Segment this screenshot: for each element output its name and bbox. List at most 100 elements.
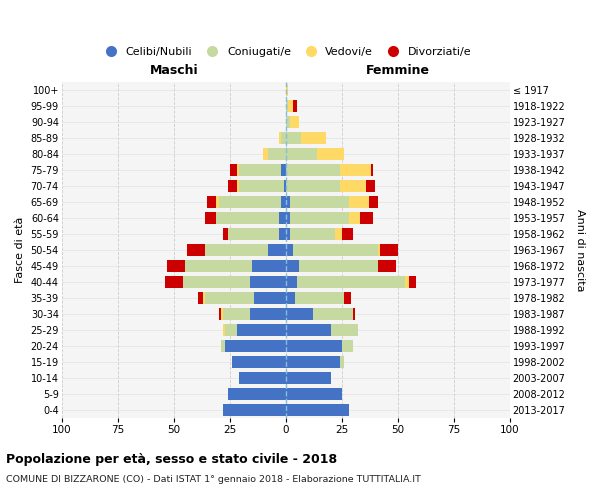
Bar (313, 308, 353, 320)
Y-axis label: Fasce di età: Fasce di età (15, 217, 25, 283)
Bar (301, 132, 326, 144)
Bar (293, 100, 297, 112)
Bar (286, 84, 288, 96)
Bar (286, 180, 340, 192)
Bar (250, 308, 286, 320)
Bar (281, 196, 286, 208)
Legend: Celibi/Nubili, Coniugati/e, Vedovi/e, Divorziati/e: Celibi/Nubili, Coniugati/e, Vedovi/e, Di… (97, 44, 475, 60)
Bar (297, 276, 404, 288)
Bar (227, 388, 286, 400)
Bar (317, 148, 344, 160)
Bar (288, 100, 293, 112)
Bar (187, 244, 205, 256)
Bar (239, 180, 284, 192)
Bar (290, 212, 349, 224)
Bar (369, 196, 377, 208)
Bar (286, 260, 299, 272)
Text: Maschi: Maschi (149, 64, 198, 77)
Bar (340, 356, 344, 368)
Bar (281, 164, 286, 176)
Bar (286, 292, 295, 304)
Bar (205, 292, 254, 304)
Bar (225, 340, 286, 352)
Bar (409, 276, 416, 288)
Bar (223, 324, 225, 336)
Bar (236, 324, 286, 336)
Bar (340, 164, 371, 176)
Text: COMUNE DI BIZZARONE (CO) - Dati ISTAT 1° gennaio 2018 - Elaborazione TUTTITALIA.: COMUNE DI BIZZARONE (CO) - Dati ISTAT 1°… (6, 475, 421, 484)
Bar (340, 180, 367, 192)
Bar (268, 244, 286, 256)
Bar (342, 340, 353, 352)
Bar (380, 244, 398, 256)
Bar (218, 196, 281, 208)
Y-axis label: Anni di nascita: Anni di nascita (575, 209, 585, 292)
Bar (205, 212, 217, 224)
Bar (225, 324, 236, 336)
Bar (286, 228, 290, 240)
Bar (371, 164, 373, 176)
Bar (286, 388, 342, 400)
Bar (279, 212, 286, 224)
Bar (286, 308, 313, 320)
Bar (230, 164, 236, 176)
Bar (286, 100, 288, 112)
Bar (250, 276, 286, 288)
Bar (217, 196, 218, 208)
Bar (286, 116, 290, 128)
Bar (232, 356, 286, 368)
Bar (377, 260, 395, 272)
Bar (268, 148, 286, 160)
Bar (217, 212, 279, 224)
Bar (349, 196, 369, 208)
Bar (377, 244, 380, 256)
Bar (208, 196, 217, 208)
Bar (239, 164, 281, 176)
Bar (344, 292, 351, 304)
Bar (236, 164, 239, 176)
Bar (227, 228, 279, 240)
Bar (183, 276, 250, 288)
Bar (331, 324, 358, 336)
Bar (286, 132, 301, 144)
Bar (279, 132, 281, 144)
Bar (286, 276, 297, 288)
Bar (227, 180, 236, 192)
Bar (286, 148, 317, 160)
Bar (203, 292, 205, 304)
Bar (284, 180, 286, 192)
Bar (199, 292, 203, 304)
Bar (281, 132, 286, 144)
Bar (286, 244, 293, 256)
Bar (279, 228, 286, 240)
Bar (252, 260, 286, 272)
Bar (367, 180, 376, 192)
Bar (286, 324, 331, 336)
Bar (286, 196, 290, 208)
Bar (239, 372, 286, 384)
Bar (299, 260, 377, 272)
Bar (205, 244, 268, 256)
Bar (221, 308, 223, 320)
Bar (295, 292, 344, 304)
Bar (286, 340, 342, 352)
Bar (185, 260, 252, 272)
Bar (223, 308, 250, 320)
Bar (167, 260, 185, 272)
Bar (218, 308, 221, 320)
Bar (342, 228, 353, 240)
Bar (221, 340, 225, 352)
Text: Popolazione per età, sesso e stato civile - 2018: Popolazione per età, sesso e stato civil… (6, 453, 337, 466)
Bar (290, 228, 335, 240)
Bar (254, 292, 286, 304)
Bar (165, 276, 183, 288)
Bar (223, 404, 286, 416)
Text: Femmine: Femmine (366, 64, 430, 77)
Bar (236, 180, 239, 192)
Bar (335, 228, 342, 240)
Bar (223, 228, 227, 240)
Bar (293, 244, 377, 256)
Bar (286, 404, 349, 416)
Bar (404, 276, 409, 288)
Bar (263, 148, 268, 160)
